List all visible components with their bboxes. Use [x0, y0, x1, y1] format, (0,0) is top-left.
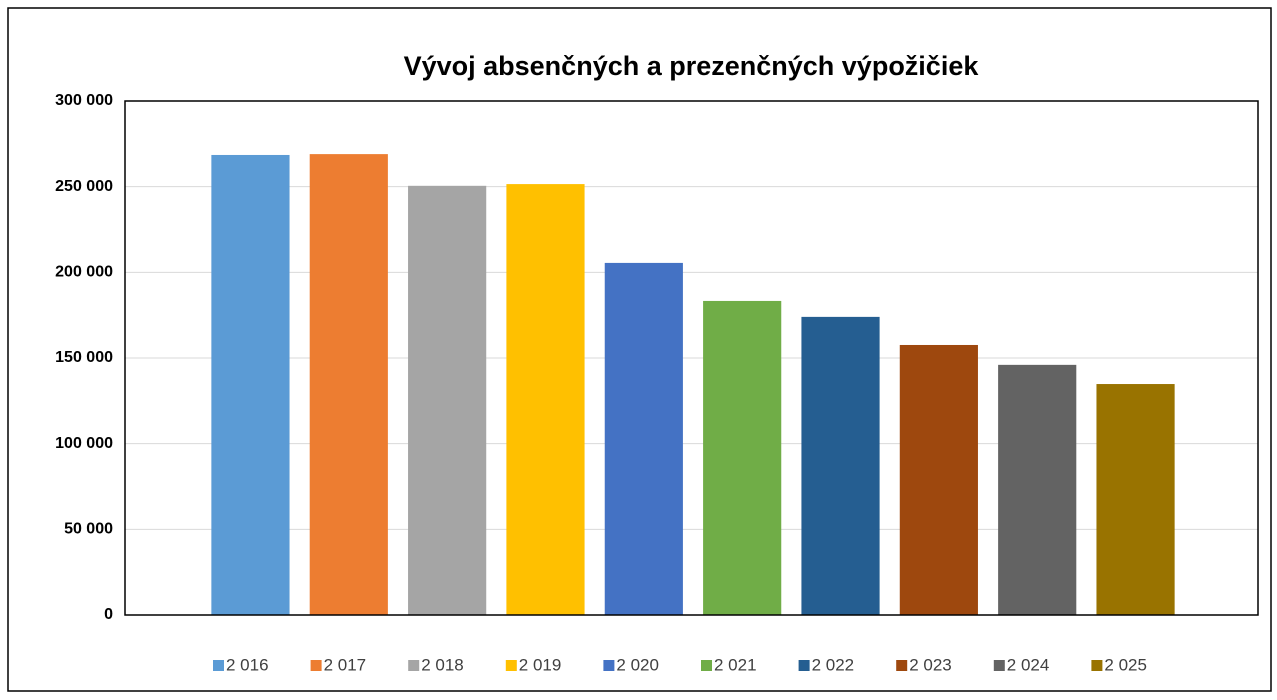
legend-swatch: [1091, 660, 1103, 671]
legend-label: 2 025: [1104, 655, 1147, 674]
legend-swatch: [993, 660, 1005, 671]
bar: [899, 344, 978, 615]
bar: [1096, 384, 1175, 615]
bar: [801, 316, 880, 615]
legend-label: 2 023: [909, 655, 952, 674]
legend-label: 2 022: [812, 655, 855, 674]
legend-swatch: [310, 660, 322, 671]
y-tick-label: 200 000: [55, 264, 113, 281]
bar: [703, 300, 782, 615]
legend-swatch: [701, 660, 712, 671]
legend-label: 2 019: [519, 655, 562, 674]
legend-label: 2 021: [714, 655, 757, 674]
y-tick-label: 300 000: [55, 92, 113, 109]
y-tick-label: 250 000: [55, 178, 113, 195]
plot-frame: [124, 100, 1259, 616]
bar: [998, 364, 1077, 615]
legend-swatch: [505, 660, 517, 671]
legend-swatch: [896, 660, 908, 671]
y-tick-label: 150 000: [55, 349, 113, 366]
legend-label: 2 016: [226, 655, 269, 674]
legend-label: 2 020: [616, 655, 659, 674]
legend-swatch: [408, 660, 420, 671]
legend-label: 2 024: [1007, 655, 1050, 674]
bar: [506, 184, 585, 615]
bar: [604, 262, 683, 615]
legend-label: 2 017: [324, 655, 367, 674]
legend-swatch: [213, 660, 224, 671]
y-tick-label: 50 000: [64, 521, 113, 538]
legend-swatch: [798, 660, 810, 671]
chart-title: Vývoj absenčných a prezenčných výpožičie…: [404, 51, 980, 81]
bar: [408, 185, 487, 615]
bar: [309, 154, 388, 615]
legend-swatch: [603, 660, 615, 671]
legend-label: 2 018: [421, 655, 464, 674]
y-tick-label: 100 000: [55, 435, 113, 452]
bar: [211, 154, 290, 615]
y-tick-label: 0: [104, 606, 113, 623]
